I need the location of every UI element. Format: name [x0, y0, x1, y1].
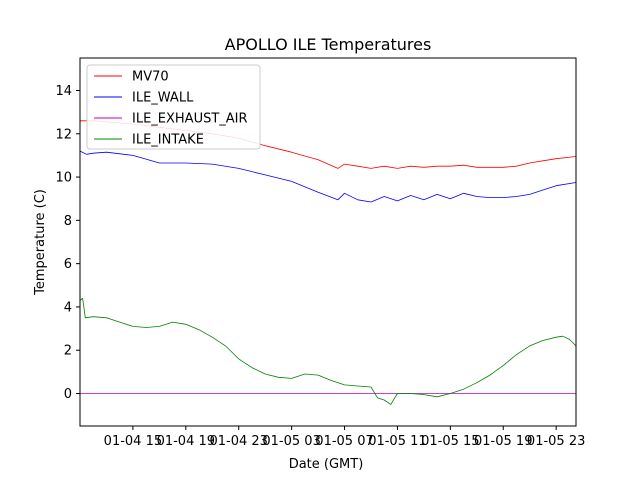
x-tick-label: 01-05 03: [262, 434, 320, 449]
x-tick-label: 01-04 15: [104, 434, 162, 449]
legend: MV70 ILE_WALL ILE_EXHAUST_AIR ILE_INTAKE: [86, 64, 261, 150]
x-tick-label: 01-05 11: [368, 434, 426, 449]
y-tick-label: 0: [64, 387, 72, 402]
x-tick-label: 01-04 23: [209, 434, 267, 449]
x-tick-label: 01-05 07: [315, 434, 373, 449]
y-tick-label: 2: [64, 344, 72, 359]
y-tick-label: 8: [64, 214, 72, 229]
x-tick-label: 01-05 23: [527, 434, 585, 449]
x-axis-label: Date (GMT): [289, 457, 364, 472]
y-tick-label: 4: [64, 300, 72, 315]
legend-label: ILE_EXHAUST_AIR: [132, 112, 248, 127]
y-tick-label: 14: [55, 84, 72, 99]
legend-label: ILE_INTAKE: [132, 133, 204, 148]
x-tick-label: 01-05 19: [474, 434, 532, 449]
y-tick-label: 12: [55, 127, 72, 142]
chart-title: APOLLO ILE Temperatures: [225, 35, 432, 54]
x-tick-label: 01-04 19: [157, 434, 215, 449]
plot-area-frame: [79, 57, 577, 427]
x-tick-label: 01-05 15: [421, 434, 479, 449]
legend-box: [86, 64, 261, 150]
y-axis: 0 2 4 6 8 10 12 14: [55, 84, 80, 402]
legend-label: MV70: [132, 70, 169, 85]
legend-label: ILE_WALL: [132, 91, 194, 106]
y-axis-label: Temperature (C): [33, 189, 48, 296]
y-tick-label: 6: [64, 257, 72, 272]
series-line-ile-intake: [79, 297, 577, 405]
series-line-ile-wall: [79, 150, 577, 203]
y-tick-label: 10: [55, 171, 72, 186]
